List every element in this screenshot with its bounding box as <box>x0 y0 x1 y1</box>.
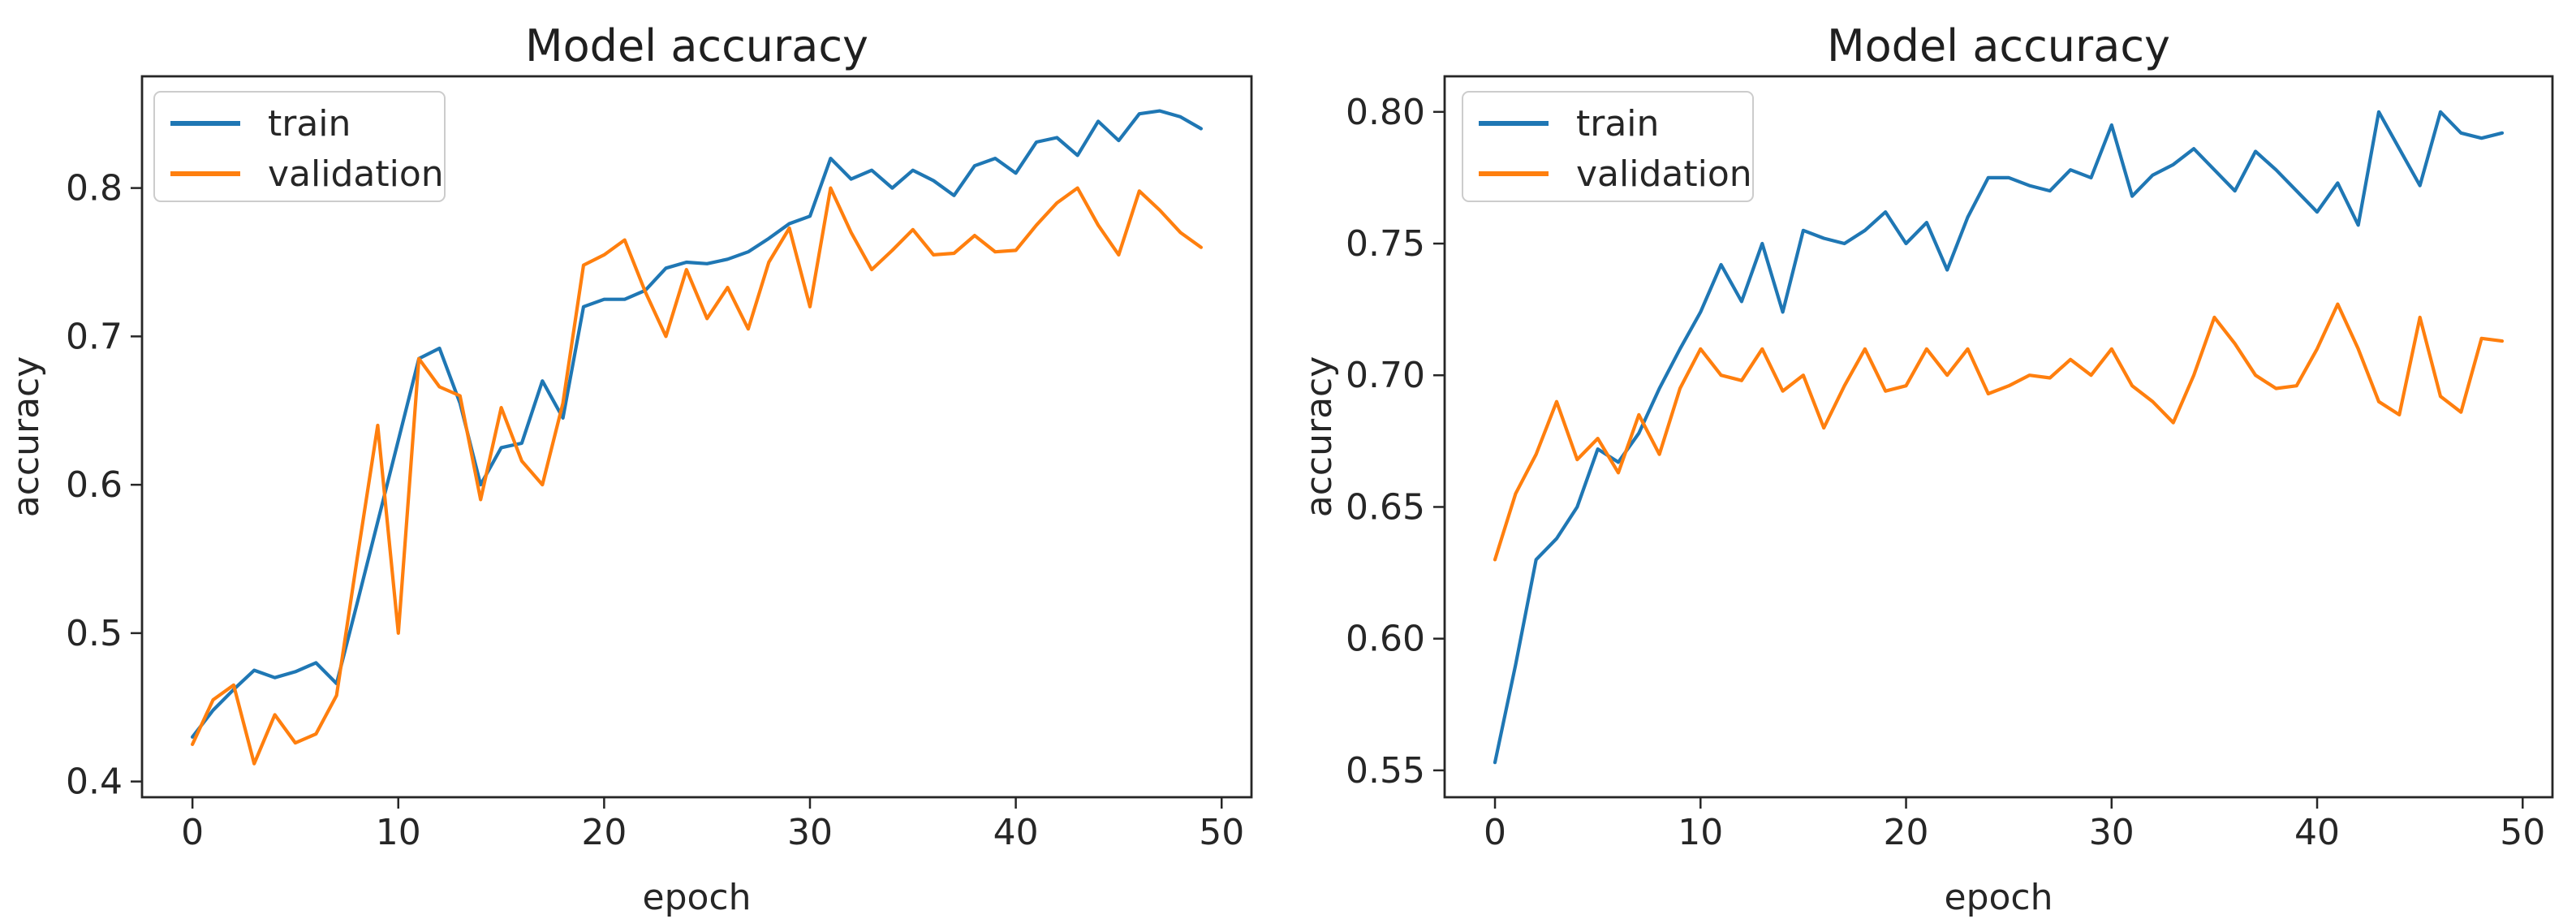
y-axis-label: accuracy <box>1299 356 1340 518</box>
train-line <box>1493 110 2505 765</box>
y-tick-label: 0.4 <box>66 762 123 803</box>
y-axis-label: accuracy <box>6 356 47 518</box>
legend-label-validation: validation <box>268 153 444 195</box>
right-accuracy-chart: 0 10 20 30 40 50 0.55 0.60 0.65 0.70 0.75 0.80 Model… <box>1299 20 2554 918</box>
y-tick-label: 0.8 <box>66 168 123 209</box>
y-tick-label: 0.75 <box>1346 223 1425 265</box>
y-tick-label: 0.70 <box>1346 355 1425 396</box>
figure-right: 0 10 20 30 40 50 0.55 0.60 0.65 0.70 0.75 0.80 Model… <box>1288 0 2576 919</box>
x-tick-label: 30 <box>787 812 833 853</box>
y-tick-label: 0.7 <box>66 316 123 357</box>
x-tick-label: 10 <box>376 812 421 853</box>
x-tick-label: 50 <box>1199 812 1244 853</box>
y-tick-label: 0.55 <box>1346 750 1425 792</box>
chart-title: Model accuracy <box>1827 20 2170 71</box>
train-line <box>191 109 1204 739</box>
validation-line <box>1493 302 2505 562</box>
figure-left: 0 10 20 30 40 50 0.4 0.5 0.6 0.7 0.8 Model accuracy… <box>6 20 1253 918</box>
legend-label-train: train <box>1576 103 1659 145</box>
legend-label-validation: validation <box>1576 153 1752 195</box>
x-tick-label: 40 <box>993 812 1039 853</box>
x-tick-label: 50 <box>2500 812 2545 853</box>
validation-line <box>191 186 1204 766</box>
plot-border <box>140 75 1253 799</box>
x-tick-label: 40 <box>2294 812 2340 853</box>
x-tick-label: 0 <box>1484 812 1506 853</box>
x-tick-label: 30 <box>2089 812 2134 853</box>
y-tick-label: 0.6 <box>66 464 123 506</box>
y-tick-label: 0.60 <box>1346 619 1425 660</box>
left-accuracy-chart: 0 10 20 30 40 50 0.4 0.5 0.6 0.7 0.8 Model accuracy… <box>6 20 1253 918</box>
x-tick-label: 20 <box>1884 812 1929 853</box>
legend-label-train: train <box>268 103 351 145</box>
y-tick-label: 0.65 <box>1346 486 1425 528</box>
x-tick-label: 0 <box>181 812 204 853</box>
x-tick-label: 10 <box>1678 812 1723 853</box>
chart-title: Model accuracy <box>525 20 868 71</box>
y-tick-label: 0.5 <box>66 613 123 654</box>
x-axis-label: epoch <box>1945 877 2053 918</box>
plot-border <box>1443 75 2554 799</box>
x-axis-label: epoch <box>643 877 752 918</box>
x-tick-label: 20 <box>581 812 627 853</box>
y-tick-label: 0.80 <box>1346 92 1425 133</box>
